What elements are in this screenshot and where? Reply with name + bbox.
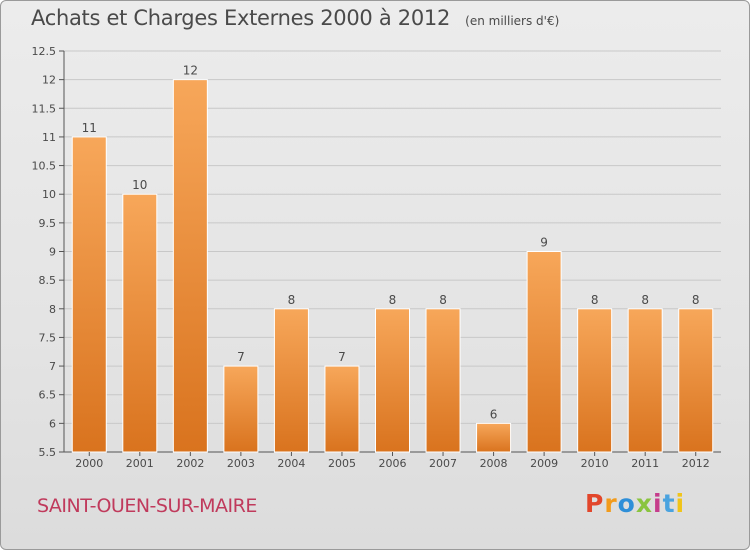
data-label: 7 — [338, 350, 346, 364]
data-label: 8 — [692, 293, 700, 307]
logo-letter: t — [662, 489, 676, 518]
bar — [324, 365, 360, 453]
bar — [678, 308, 714, 453]
logo-letter: r — [604, 489, 618, 518]
bar — [425, 308, 461, 453]
y-tick-label: 12.5 — [32, 45, 57, 58]
bar — [172, 79, 208, 453]
data-label: 8 — [389, 293, 397, 307]
data-label: 10 — [132, 178, 147, 192]
bar — [71, 136, 107, 453]
x-tick-label: 2001 — [126, 457, 154, 470]
bar — [273, 308, 309, 453]
bar — [223, 365, 259, 453]
data-label: 9 — [540, 236, 548, 250]
data-label: 12 — [183, 64, 198, 78]
y-tick-label: 6 — [49, 417, 56, 430]
y-tick-label: 10 — [42, 188, 56, 201]
x-tick-label: 2006 — [379, 457, 407, 470]
logo-letter: x — [635, 489, 653, 518]
y-tick-label: 8.5 — [39, 274, 57, 287]
bar — [476, 422, 512, 453]
bar — [577, 308, 613, 453]
bar — [375, 308, 410, 453]
y-tick-label: 11 — [42, 131, 56, 144]
proxiti-logo: Proxiti — [585, 489, 685, 518]
y-tick-label: 5.5 — [39, 446, 57, 459]
data-label: 7 — [237, 350, 245, 364]
chart-title: Achats et Charges Externes 2000 à 2012 — [31, 6, 451, 30]
y-tick-label: 9 — [49, 246, 56, 259]
x-tick-label: 2000 — [75, 457, 103, 470]
y-tick-label: 9.5 — [39, 217, 57, 230]
x-tick-label: 2002 — [176, 457, 204, 470]
logo-letter: o — [617, 489, 636, 518]
x-tick-label: 2011 — [631, 457, 659, 470]
data-label: 8 — [288, 293, 296, 307]
town-name: SAINT-OUEN-SUR-MAIRE — [37, 495, 257, 517]
y-tick-label: 7.5 — [39, 331, 57, 344]
bar — [526, 251, 562, 453]
logo-letter: i — [653, 489, 663, 518]
x-tick-label: 2008 — [480, 457, 508, 470]
y-tick-label: 7 — [49, 360, 56, 373]
data-label: 11 — [82, 121, 97, 135]
chart-header: Achats et Charges Externes 2000 à 2012 (… — [31, 6, 559, 30]
chart-unit: (en milliers d'€) — [465, 14, 560, 28]
x-tick-label: 2010 — [581, 457, 609, 470]
y-tick-label: 8 — [49, 303, 56, 316]
data-label: 8 — [641, 293, 649, 307]
x-tick-label: 2004 — [277, 457, 305, 470]
x-tick-label: 2009 — [530, 457, 558, 470]
x-tick-label: 2012 — [682, 457, 710, 470]
data-label: 8 — [439, 293, 447, 307]
x-tick-label: 2005 — [328, 457, 356, 470]
x-tick-label: 2003 — [227, 457, 255, 470]
logo-letter: i — [675, 489, 686, 518]
data-label: 6 — [490, 407, 498, 421]
bar — [627, 308, 663, 453]
bar — [122, 193, 158, 453]
data-label: 8 — [591, 293, 599, 307]
x-tick-label: 2007 — [429, 457, 457, 470]
logo-letter: P — [585, 489, 605, 518]
y-tick-label: 10.5 — [32, 160, 57, 173]
y-tick-label: 6.5 — [39, 389, 57, 402]
y-tick-label: 11.5 — [32, 102, 57, 115]
y-tick-label: 12 — [42, 74, 56, 87]
